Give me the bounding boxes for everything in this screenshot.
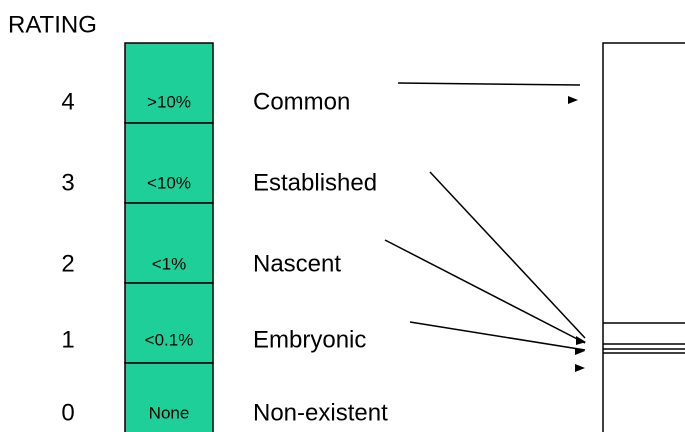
box (602, 42, 685, 432)
title: RATING (8, 11, 97, 38)
arrow (409, 321, 586, 351)
arrowhead (576, 336, 586, 345)
rating-rows: >10% 4 Common <10% 3 Established <1% 2 Nascent <0… (61, 42, 388, 432)
range-cell (124, 362, 214, 432)
range-label: <10% (147, 173, 191, 192)
rating-label: Non-existent (253, 399, 388, 426)
range-label: <1% (152, 254, 187, 273)
arrow (384, 239, 586, 344)
range-cell (124, 42, 214, 124)
range-label: None (149, 403, 190, 422)
arrowhead (568, 96, 578, 104)
arrows (384, 82, 586, 351)
rating-number: 1 (61, 326, 74, 353)
range-label: >10% (147, 92, 191, 111)
rating-label: Established (253, 169, 377, 196)
range-cell (124, 282, 214, 364)
rating-label: Nascent (253, 250, 341, 277)
range-cell (124, 122, 214, 204)
range-label: <0.1% (145, 330, 194, 349)
arrow (429, 171, 586, 339)
reference-box (602, 42, 685, 432)
arrowheads (568, 96, 586, 372)
arrowhead (575, 364, 585, 372)
rating-number: 3 (61, 169, 74, 196)
rating-number: 4 (61, 88, 74, 115)
arrow (397, 82, 581, 86)
arrowhead (575, 348, 585, 355)
range-cell (124, 202, 214, 284)
rating-label: Embryonic (253, 326, 366, 353)
rating-number: 2 (61, 250, 74, 277)
rating-number: 0 (61, 399, 74, 426)
rating-label: Common (253, 88, 350, 115)
